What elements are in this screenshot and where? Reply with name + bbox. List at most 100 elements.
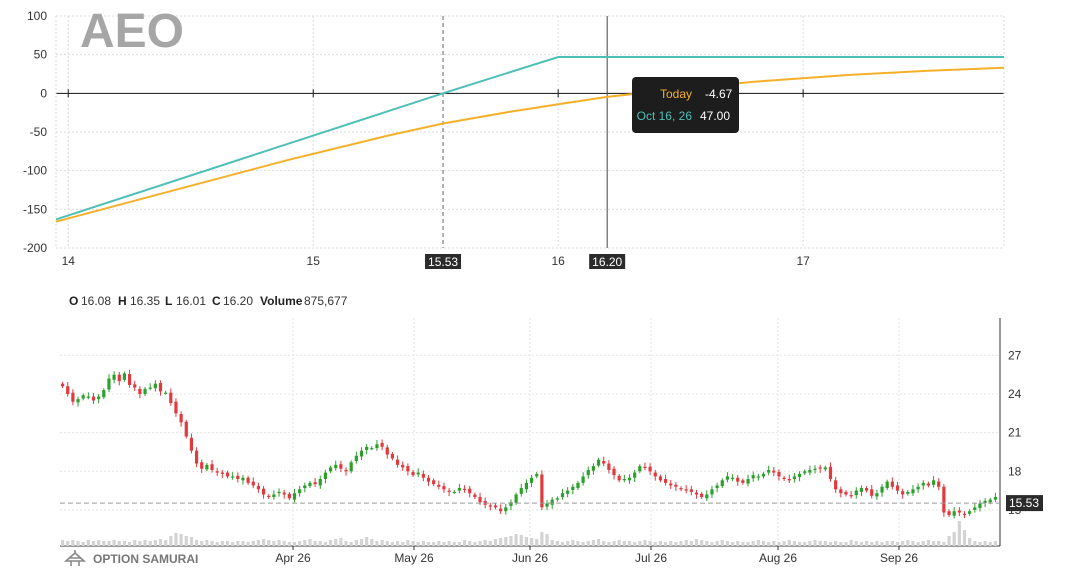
candle-up[interactable] (328, 467, 333, 472)
candle-up[interactable] (931, 480, 936, 485)
candle-up[interactable] (968, 511, 972, 514)
candle-down[interactable] (643, 466, 647, 468)
candle-up[interactable] (973, 507, 977, 510)
candle-down[interactable] (133, 384, 137, 388)
candle-up[interactable] (596, 459, 601, 466)
candle-up[interactable] (112, 374, 116, 380)
candle-up[interactable] (519, 488, 523, 494)
candle-down[interactable] (426, 477, 431, 482)
candle-down[interactable] (236, 475, 240, 480)
candle-down[interactable] (818, 467, 822, 469)
candle-up[interactable] (107, 378, 111, 390)
candle-down[interactable] (421, 473, 425, 478)
candle-down[interactable] (834, 480, 838, 490)
candle-up[interactable] (550, 499, 554, 505)
candle-down[interactable] (127, 374, 132, 385)
candle-up[interactable] (627, 477, 632, 481)
candle-down[interactable] (787, 479, 791, 481)
candle-down[interactable] (395, 459, 400, 465)
candle-up[interactable] (148, 387, 152, 389)
candle-up[interactable] (354, 455, 358, 461)
candle-down[interactable] (926, 483, 931, 486)
payoff-line-today[interactable] (55, 66, 1005, 223)
candle-down[interactable] (169, 392, 173, 404)
candle-down[interactable] (385, 447, 389, 455)
candle-up[interactable] (859, 488, 864, 492)
candle-up[interactable] (102, 390, 106, 398)
candle-down[interactable] (942, 486, 946, 513)
candle-down[interactable] (849, 495, 853, 497)
candle-up[interactable] (921, 482, 925, 486)
candle-down[interactable] (901, 491, 905, 495)
candle-down[interactable] (158, 383, 163, 392)
candle-up[interactable] (416, 472, 420, 475)
candle-up[interactable] (308, 482, 312, 487)
candle-down[interactable] (442, 486, 446, 490)
candle-up[interactable] (555, 498, 559, 500)
candle-down[interactable] (91, 396, 96, 401)
candle-up[interactable] (586, 470, 590, 476)
candle-up[interactable] (164, 392, 168, 394)
candle-down[interactable] (890, 481, 894, 487)
candle-up[interactable] (622, 479, 626, 481)
candle-up[interactable] (638, 466, 642, 472)
candle-up[interactable] (545, 503, 549, 507)
candle-up[interactable] (571, 486, 575, 490)
candle-up[interactable] (365, 446, 369, 451)
candle-down[interactable] (411, 471, 415, 476)
candle-up[interactable] (97, 396, 101, 400)
candle-up[interactable] (751, 475, 755, 479)
candle-down[interactable] (60, 383, 65, 387)
candle-up[interactable] (797, 473, 802, 478)
candle-up[interactable] (885, 481, 889, 489)
candle-down[interactable] (282, 492, 286, 495)
candle-down[interactable] (957, 510, 961, 513)
candle-down[interactable] (844, 491, 848, 495)
candle-up[interactable] (514, 494, 518, 503)
candle-down[interactable] (864, 488, 869, 491)
candle-down[interactable] (612, 468, 616, 476)
candle-up[interactable] (205, 464, 209, 470)
candle-up[interactable] (524, 482, 529, 490)
candle-up[interactable] (298, 489, 302, 494)
candle-down[interactable] (468, 488, 472, 494)
candle-down[interactable] (225, 472, 230, 477)
candle-up[interactable] (803, 471, 807, 474)
candle-down[interactable] (962, 513, 967, 515)
candle-down[interactable] (339, 464, 343, 469)
candle-down[interactable] (210, 464, 214, 470)
candle-up[interactable] (761, 473, 766, 477)
candle-down[interactable] (71, 392, 75, 402)
candle-down[interactable] (390, 453, 395, 459)
candle-up[interactable] (303, 485, 307, 489)
candle-down[interactable] (246, 477, 250, 483)
candle-up[interactable] (767, 470, 771, 473)
candle-up[interactable] (792, 476, 797, 480)
candle-down[interactable] (895, 485, 900, 491)
candle-up[interactable] (746, 479, 750, 484)
candle-up[interactable] (978, 503, 982, 508)
candle-down[interactable] (251, 481, 255, 486)
candle-down[interactable] (689, 489, 693, 492)
candle-up[interactable] (349, 462, 353, 472)
candle-up[interactable] (710, 489, 714, 495)
candle-up[interactable] (375, 444, 379, 449)
candle-up[interactable] (720, 480, 724, 487)
candle-up[interactable] (560, 493, 565, 498)
candle-up[interactable] (122, 373, 127, 380)
candle-up[interactable] (504, 507, 508, 512)
candle-down[interactable] (256, 486, 261, 490)
candle-up[interactable] (854, 490, 858, 496)
candle-down[interactable] (617, 475, 621, 481)
candle-up[interactable] (277, 491, 281, 494)
candle-down[interactable] (947, 511, 951, 516)
candle-down[interactable] (772, 470, 776, 473)
candle-down[interactable] (138, 388, 142, 394)
candle-up[interactable] (823, 467, 827, 470)
candle-down[interactable] (653, 472, 657, 477)
candle-up[interactable] (916, 486, 920, 490)
candle-down[interactable] (602, 460, 606, 464)
candle-up[interactable] (370, 448, 374, 450)
candle-up[interactable] (509, 502, 513, 507)
